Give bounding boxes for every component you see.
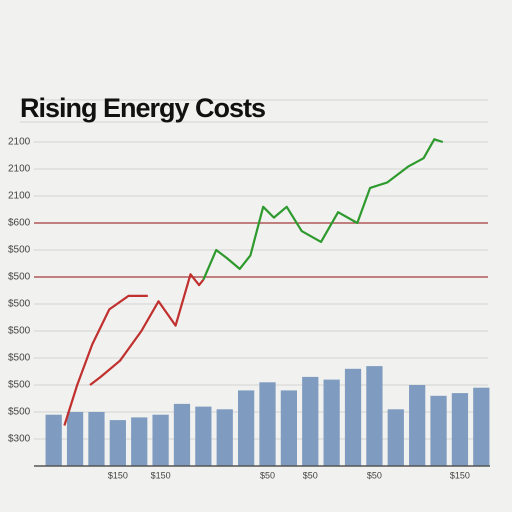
bar xyxy=(280,390,298,466)
y-tick-label: $500 xyxy=(8,299,31,310)
bar xyxy=(409,385,426,466)
bar xyxy=(173,403,191,466)
y-tick-label: $500 xyxy=(8,245,31,256)
bar xyxy=(344,368,362,466)
x-tick-label: $150 xyxy=(151,470,171,480)
bar xyxy=(195,406,212,466)
x-tick-label: $50 xyxy=(260,470,275,480)
bar xyxy=(430,395,447,466)
y-tick-label: $500 xyxy=(8,353,31,364)
y-tick-label: 2100 xyxy=(8,137,31,148)
x-tick-label: $50 xyxy=(367,470,382,480)
chart-title: Rising Energy Costs xyxy=(20,93,265,123)
bar xyxy=(366,366,383,466)
bar xyxy=(237,390,255,466)
y-tick-label: $500 xyxy=(8,380,31,391)
y-tick-label: $600 xyxy=(8,218,31,229)
bar xyxy=(131,417,148,466)
y-tick-label: 2100 xyxy=(8,191,31,202)
y-tick-label: $500 xyxy=(8,272,31,283)
line xyxy=(89,273,205,386)
line xyxy=(63,294,148,426)
bar xyxy=(45,414,62,466)
line xyxy=(202,138,444,281)
bar xyxy=(451,393,469,466)
x-tick-label: $150 xyxy=(450,470,470,480)
bar xyxy=(323,379,340,466)
y-tick-label: $500 xyxy=(8,407,31,418)
bar xyxy=(66,412,84,466)
bar xyxy=(259,382,276,466)
bar xyxy=(387,409,404,466)
y-tick-label: $300 xyxy=(8,434,31,445)
bar xyxy=(152,414,169,466)
bar xyxy=(473,387,490,466)
y-tick-label: 2100 xyxy=(8,164,31,175)
x-tick-label: $50 xyxy=(303,470,318,480)
bar xyxy=(302,376,319,466)
x-tick-label: $150 xyxy=(108,470,128,480)
bar xyxy=(88,412,105,466)
y-tick-label: $500 xyxy=(8,326,31,337)
bar xyxy=(109,420,126,466)
bar xyxy=(216,409,233,466)
